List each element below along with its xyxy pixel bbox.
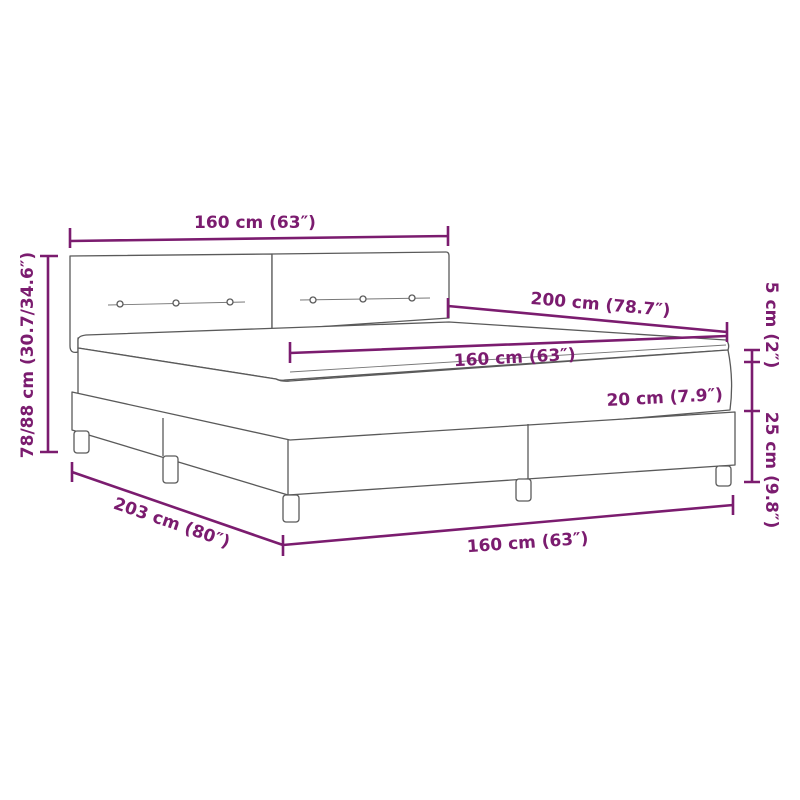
headboard bbox=[69, 251, 450, 354]
bed-length-label: 203 cm (80″) bbox=[111, 494, 233, 553]
topper-height-label: 5 cm (2″) bbox=[761, 282, 781, 368]
base-height-label: 25 cm (9.8″) bbox=[761, 412, 781, 529]
bed-width-label: 160 cm (63″) bbox=[466, 529, 589, 557]
dimension-lines bbox=[40, 226, 760, 556]
bed-base bbox=[71, 391, 736, 523]
total-height-label: 78/88 cm (30.7/34.6″) bbox=[18, 252, 38, 458]
headboard-width-label: 160 cm (63″) bbox=[194, 213, 316, 233]
